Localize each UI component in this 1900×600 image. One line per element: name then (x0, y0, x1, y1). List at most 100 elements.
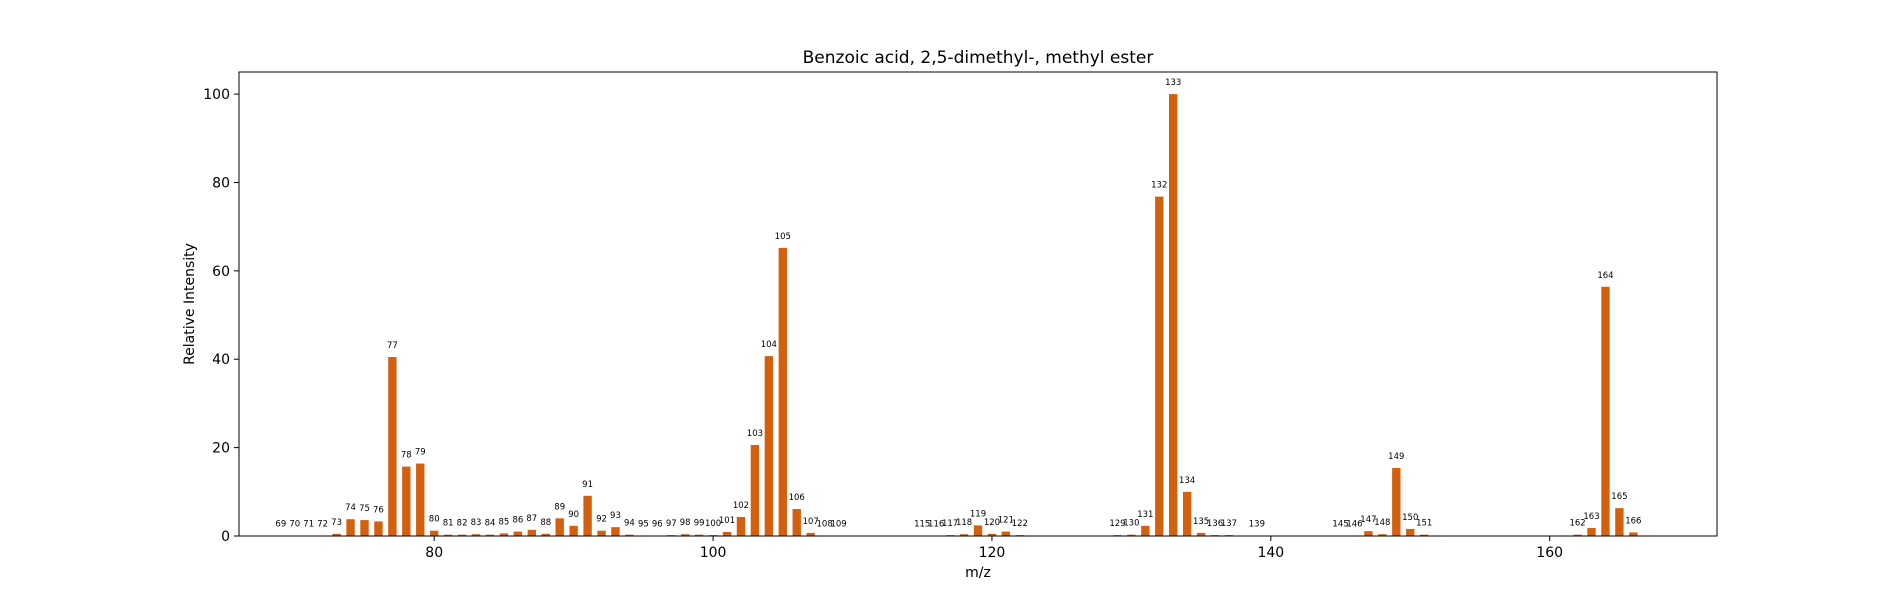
bar-mz-93 (611, 527, 620, 536)
y-axis-label: Relative Intensity (182, 243, 198, 365)
bar-label-mz-100: 100 (705, 519, 721, 529)
bar-label-mz-80: 80 (429, 515, 440, 525)
bar-label-mz-79: 79 (415, 448, 426, 458)
bar-label-mz-85: 85 (499, 517, 510, 527)
bar-label-mz-165: 165 (1611, 492, 1627, 502)
bar-mz-87 (527, 529, 536, 536)
bar-mz-148 (1378, 534, 1387, 536)
bar-mz-82 (457, 534, 467, 536)
bar-mz-151 (1420, 534, 1429, 536)
bar-label-mz-102: 102 (733, 501, 749, 511)
bar-label-mz-76: 76 (373, 505, 384, 515)
y-tick-label-80: 80 (212, 175, 230, 191)
bar-label-mz-72: 72 (317, 520, 328, 530)
bar-label-mz-95: 95 (638, 520, 649, 530)
bar-mz-147 (1364, 531, 1373, 536)
bar-label-mz-116: 116 (928, 520, 944, 530)
bar-mz-91 (583, 495, 592, 536)
bar-mz-149 (1392, 467, 1401, 536)
bar-label-mz-82: 82 (457, 519, 468, 529)
bars-group (276, 94, 1638, 536)
bar-mz-98 (681, 534, 690, 536)
bar-label-mz-134: 134 (1179, 476, 1195, 486)
plot-frame (238, 71, 1718, 537)
y-tick-label-60: 60 (212, 264, 230, 280)
bar-label-mz-148: 148 (1374, 518, 1390, 528)
bar-label-mz-151: 151 (1416, 519, 1432, 529)
bar-mz-165 (1615, 508, 1624, 536)
bar-mz-101 (722, 532, 732, 536)
bar-mz-118 (959, 534, 969, 536)
bar-label-mz-139: 139 (1249, 520, 1265, 530)
bar-label-mz-147: 147 (1360, 515, 1376, 525)
bar-mz-135 (1196, 532, 1206, 536)
bar-label-mz-87: 87 (526, 514, 537, 524)
bar-label-mz-69: 69 (275, 520, 286, 530)
bar-label-mz-115: 115 (914, 520, 930, 530)
bar-label-mz-109: 109 (830, 520, 846, 530)
bar-label-mz-99: 99 (694, 519, 705, 529)
bar-label-mz-71: 71 (303, 520, 314, 530)
bar-label-mz-117: 117 (942, 519, 958, 529)
y-tick-label-100: 100 (203, 87, 230, 103)
bar-mz-105 (778, 247, 787, 536)
bar-label-mz-130: 130 (1123, 519, 1139, 529)
bar-mz-90 (569, 525, 578, 536)
bar-label-mz-136: 136 (1207, 519, 1223, 529)
bar-label-mz-70: 70 (289, 520, 300, 530)
bar-label-mz-75: 75 (359, 504, 370, 514)
bar-mz-121 (1001, 531, 1011, 536)
bar-mz-75 (360, 520, 369, 536)
bar-mz-106 (792, 509, 801, 536)
x-tick-label-100: 100 (700, 545, 727, 561)
bar-mz-162 (1573, 534, 1582, 536)
y-tick-label-20: 20 (212, 441, 230, 457)
bar-mz-73 (332, 533, 341, 536)
bar-mz-99 (694, 534, 704, 536)
bar-label-mz-104: 104 (761, 340, 777, 350)
bar-label-mz-120: 120 (984, 518, 1000, 528)
y-axis: 0 20 40 60 80 100 (203, 87, 239, 545)
bar-mz-81 (443, 534, 453, 536)
bar-mz-77 (388, 357, 397, 536)
bar-label-mz-137: 137 (1221, 519, 1237, 529)
bar-label-mz-146: 146 (1346, 520, 1362, 530)
bar-mz-119 (973, 525, 983, 536)
bar-label-mz-103: 103 (747, 429, 763, 439)
bar-mz-131 (1141, 525, 1150, 536)
bar-mz-107 (806, 532, 815, 536)
bar-label-mz-149: 149 (1388, 452, 1404, 462)
bar-label-mz-133: 133 (1165, 78, 1181, 88)
bar-label-mz-132: 132 (1151, 181, 1167, 191)
bar-mz-85 (499, 533, 509, 536)
bar-label-mz-107: 107 (803, 517, 819, 527)
bar-mz-163 (1587, 528, 1596, 536)
bar-mz-89 (555, 518, 564, 536)
x-axis: 80 100 120 140 160 (425, 536, 1563, 561)
bar-label-mz-106: 106 (789, 493, 805, 503)
bar-label-mz-129: 129 (1109, 519, 1125, 529)
bar-mz-78 (402, 466, 411, 536)
bar-mz-74 (346, 519, 355, 536)
bar-label-mz-162: 162 (1569, 519, 1585, 529)
bar-label-mz-81: 81 (443, 519, 454, 529)
bar-label-mz-164: 164 (1597, 271, 1613, 281)
bar-label-mz-105: 105 (775, 232, 791, 242)
bar-label-mz-91: 91 (582, 480, 593, 490)
bar-mz-102 (736, 517, 746, 536)
bar-label-mz-118: 118 (956, 518, 972, 528)
bar-mz-103 (750, 444, 760, 536)
bar-mz-120 (987, 533, 997, 536)
chart-title: Benzoic acid, 2,5-dimethyl-, methyl este… (803, 48, 1154, 68)
x-axis-label: m/z (965, 565, 991, 581)
bar-label-mz-89: 89 (554, 502, 565, 512)
bar-label-mz-88: 88 (540, 518, 551, 528)
x-tick-label-160: 160 (1536, 545, 1563, 561)
bar-label-mz-77: 77 (387, 341, 398, 351)
bar-label-mz-93: 93 (610, 511, 621, 521)
bar-label-mz-145: 145 (1332, 520, 1348, 530)
bar-mz-130 (1127, 534, 1136, 536)
x-tick-label-120: 120 (979, 545, 1006, 561)
